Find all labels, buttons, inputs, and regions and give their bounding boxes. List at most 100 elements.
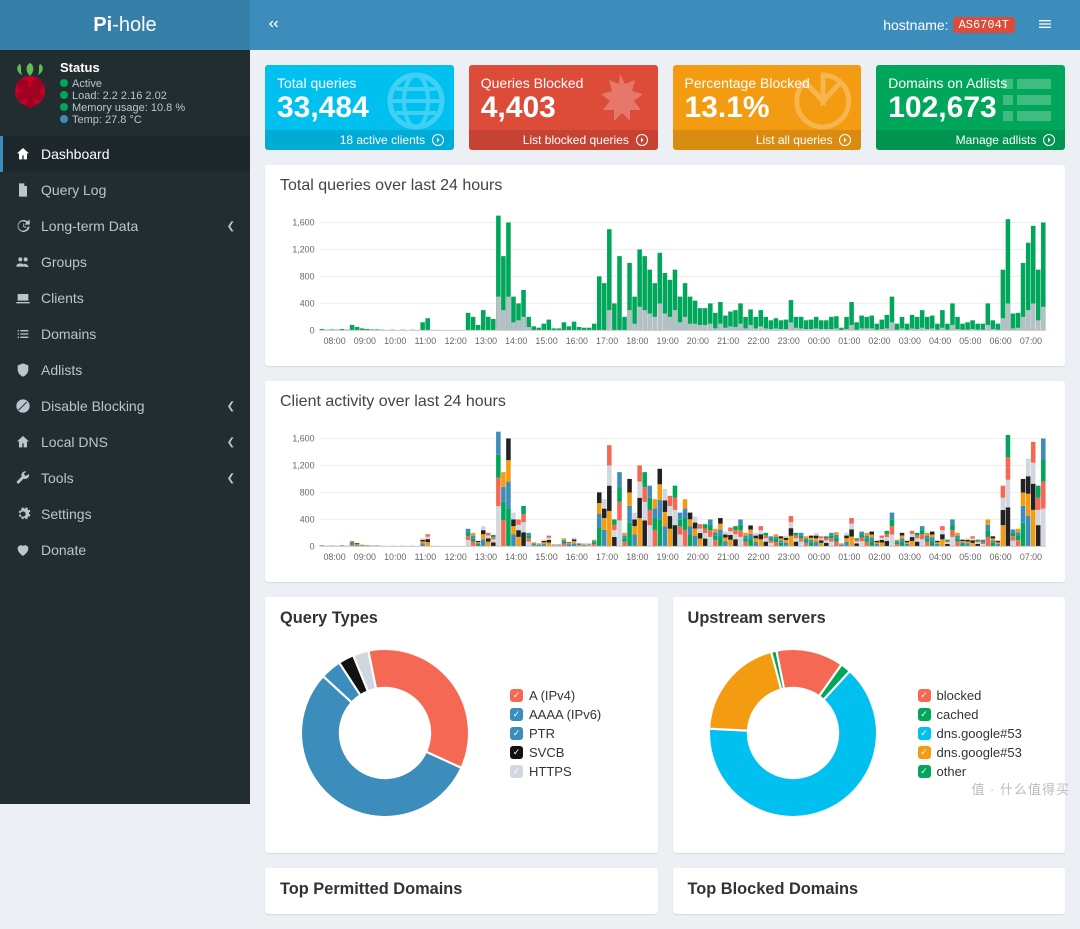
svg-text:00:00: 00:00	[808, 336, 830, 346]
sidebar-item-query-log[interactable]: Query Log	[0, 172, 250, 208]
sidebar-item-disable-blocking[interactable]: Disable Blocking❮	[0, 388, 250, 424]
panel-title: Upstream servers	[688, 609, 1051, 628]
legend-label: HTTPS	[529, 764, 572, 779]
panel-title: Total queries over last 24 hours	[280, 177, 1050, 195]
clients-bar-chart[interactable]: 04008001,2001,60008:0009:0010:0011:0012:…	[280, 421, 1050, 564]
svg-text:09:00: 09:00	[354, 336, 376, 346]
legend-label: AAAA (IPv6)	[529, 707, 601, 722]
sidebar-item-clients[interactable]: Clients	[0, 280, 250, 316]
nav-label: Query Log	[41, 182, 106, 198]
legend-label: SVCB	[529, 745, 564, 760]
upstream-servers-donut[interactable]	[688, 628, 898, 838]
svg-text:08:00: 08:00	[323, 336, 345, 346]
legend-item[interactable]: ✓AAAA (IPv6)	[510, 707, 601, 722]
sidebar-item-settings[interactable]: Settings	[0, 496, 250, 532]
sidebar-item-local-dns[interactable]: Local DNS ❮	[0, 424, 250, 460]
legend-item[interactable]: ✓other	[918, 764, 1022, 779]
svg-text:18:00: 18:00	[626, 552, 648, 562]
users-icon	[15, 254, 31, 270]
hand-icon	[590, 71, 650, 131]
legend-label: blocked	[937, 688, 982, 703]
chevron-double-left-icon	[265, 16, 281, 32]
svg-text:400: 400	[300, 298, 315, 308]
legend-item[interactable]: ✓HTTPS	[510, 764, 601, 779]
top-permitted-panel: Top Permitted Domains	[265, 868, 658, 914]
sidebar-item-adlists[interactable]: Adlists	[0, 352, 250, 388]
svg-text:13:00: 13:00	[475, 552, 497, 562]
svg-text:17:00: 17:00	[596, 552, 618, 562]
pie-icon	[793, 71, 853, 131]
legend-label: dns.google#53	[937, 745, 1022, 760]
upstream-servers-panel: Upstream servers ✓blocked ✓cached ✓dns.goo…	[673, 597, 1066, 853]
svg-text:20:00: 20:00	[687, 336, 709, 346]
sidebar-item-long-term-data[interactable]: Long-term Data❮	[0, 208, 250, 244]
svg-text:400: 400	[300, 514, 315, 524]
stat-footer-link[interactable]: List blocked queries	[469, 130, 658, 150]
list-icon	[997, 71, 1057, 131]
query-types-panel: Query Types ✓A (IPv4)✓AAAA (IPv6)✓PTR✓SV…	[265, 597, 658, 853]
chevron-left-icon: ❮	[227, 401, 235, 412]
sidebar-item-domains[interactable]: Domains	[0, 316, 250, 352]
svg-text:05:00: 05:00	[959, 552, 981, 562]
svg-text:16:00: 16:00	[566, 552, 588, 562]
queries-bar-chart[interactable]: 04008001,2001,60008:0009:0010:0011:0012:…	[280, 205, 1050, 348]
stat-box-domains-on-adlists: Domains on Adlists102,673Manage adlists	[876, 65, 1065, 150]
nav-label: Domains	[41, 326, 96, 342]
legend-item[interactable]: ✓SVCB	[510, 745, 601, 760]
svg-text:1,600: 1,600	[292, 217, 314, 227]
query-types-donut[interactable]	[280, 628, 490, 838]
svg-text:0: 0	[310, 541, 315, 551]
globe-icon	[386, 71, 446, 131]
hostname-value: AS6704T	[953, 17, 1015, 33]
logo[interactable]: Pi-hole	[0, 0, 250, 50]
sidebar-item-groups[interactable]: Groups	[0, 244, 250, 280]
stat-footer-link[interactable]: List all queries	[673, 130, 862, 150]
client-activity-panel: Client activity over last 24 hours 04008…	[265, 381, 1065, 582]
stat-footer-link[interactable]: 18 active clients	[265, 130, 454, 150]
list-icon	[15, 326, 31, 342]
shield-icon	[15, 362, 31, 378]
svg-text:03:00: 03:00	[899, 552, 921, 562]
wrench-icon	[15, 470, 31, 486]
legend-item[interactable]: ✓A (IPv4)	[510, 688, 601, 703]
nav-label: Donate	[41, 542, 86, 558]
svg-text:0: 0	[310, 325, 315, 335]
stat-footer-link[interactable]: Manage adlists	[876, 130, 1065, 150]
sidebar-item-donate[interactable]: Donate	[0, 532, 250, 568]
sidebar-item-tools[interactable]: Tools❮	[0, 460, 250, 496]
svg-text:11:00: 11:00	[415, 336, 437, 346]
svg-text:22:00: 22:00	[747, 552, 769, 562]
chevron-left-icon: ❮	[227, 437, 235, 448]
svg-text:1,200: 1,200	[292, 461, 314, 471]
legend-label: PTR	[529, 726, 555, 741]
svg-text:11:00: 11:00	[415, 552, 437, 562]
sidebar-item-dashboard[interactable]: Dashboard	[0, 136, 250, 172]
user-menu-button[interactable]	[1025, 16, 1065, 35]
legend-item[interactable]: ✓dns.google#53	[918, 726, 1022, 741]
svg-text:800: 800	[300, 488, 315, 498]
svg-text:06:00: 06:00	[990, 336, 1012, 346]
upstream-servers-legend: ✓blocked ✓cached ✓dns.google#53 ✓dns.google…	[918, 684, 1022, 783]
legend-item[interactable]: ✓cached	[918, 707, 1022, 722]
nav-label: Adlists	[41, 362, 82, 378]
legend-label: other	[937, 764, 967, 779]
file-icon	[15, 182, 31, 198]
svg-text:800: 800	[300, 271, 315, 281]
svg-text:12:00: 12:00	[445, 552, 467, 562]
svg-text:20:00: 20:00	[687, 552, 709, 562]
svg-text:15:00: 15:00	[535, 552, 557, 562]
svg-text:17:00: 17:00	[596, 336, 618, 346]
svg-text:23:00: 23:00	[778, 552, 800, 562]
svg-text:14:00: 14:00	[505, 336, 527, 346]
svg-text:07:00: 07:00	[1020, 336, 1042, 346]
stat-box-percentage-blocked: Percentage Blocked13.1%List all queries	[673, 65, 862, 150]
legend-label: dns.google#53	[937, 726, 1022, 741]
legend-item[interactable]: ✓PTR	[510, 726, 601, 741]
legend-item[interactable]: ✓blocked	[918, 688, 1022, 703]
chevron-left-icon: ❮	[227, 473, 235, 484]
nav-label: Dashboard	[41, 146, 110, 162]
bars-icon	[1037, 16, 1053, 32]
sidebar-toggle[interactable]	[265, 16, 281, 35]
legend-item[interactable]: ✓dns.google#53	[918, 745, 1022, 760]
nav-label: Local DNS	[41, 434, 108, 450]
